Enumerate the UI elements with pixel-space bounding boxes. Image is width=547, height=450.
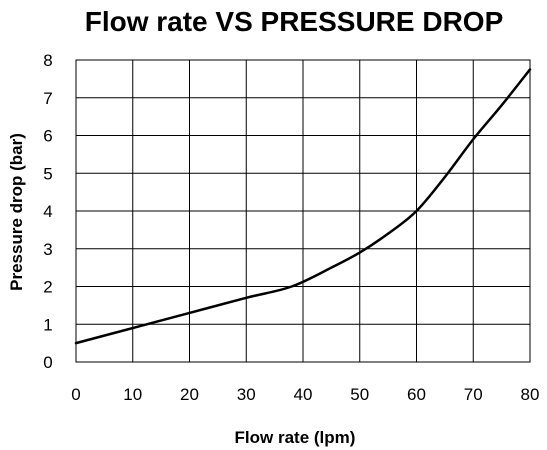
y-tick-label: 0: [43, 353, 52, 372]
y-tick-label: 6: [43, 127, 52, 146]
x-tick-label: 20: [180, 385, 199, 404]
y-tick-label: 8: [43, 51, 52, 70]
x-tick-label: 30: [237, 385, 256, 404]
y-tick-label: 4: [43, 202, 52, 221]
x-tick-label: 40: [294, 385, 313, 404]
y-tick-label: 2: [43, 278, 52, 297]
plot-area: [75, 59, 531, 363]
x-tick-label: 80: [521, 385, 540, 404]
y-tick-label: 7: [43, 89, 52, 108]
y-axis-ticks: 0 1 2 3 4 5 6 7 8: [43, 51, 52, 372]
x-tick-label: 70: [464, 385, 483, 404]
x-tick-label: 0: [71, 385, 80, 404]
y-axis-label: Pressure drop (bar): [7, 133, 26, 291]
series-line: [74, 68, 532, 345]
chart-title: Flow rate VS PRESSURE DROP: [85, 6, 504, 37]
grid: [75, 59, 531, 363]
x-tick-label: 50: [350, 385, 369, 404]
y-tick-label: 1: [43, 315, 52, 334]
x-axis-ticks: 0 10 20 30 40 50 60 70 80: [71, 385, 539, 404]
x-axis-label: Flow rate (lpm): [235, 428, 356, 447]
y-tick-label: 5: [43, 164, 52, 183]
series-layer: [74, 68, 532, 345]
x-tick-label: 60: [407, 385, 426, 404]
y-tick-label: 3: [43, 240, 52, 259]
x-tick-label: 10: [123, 385, 142, 404]
